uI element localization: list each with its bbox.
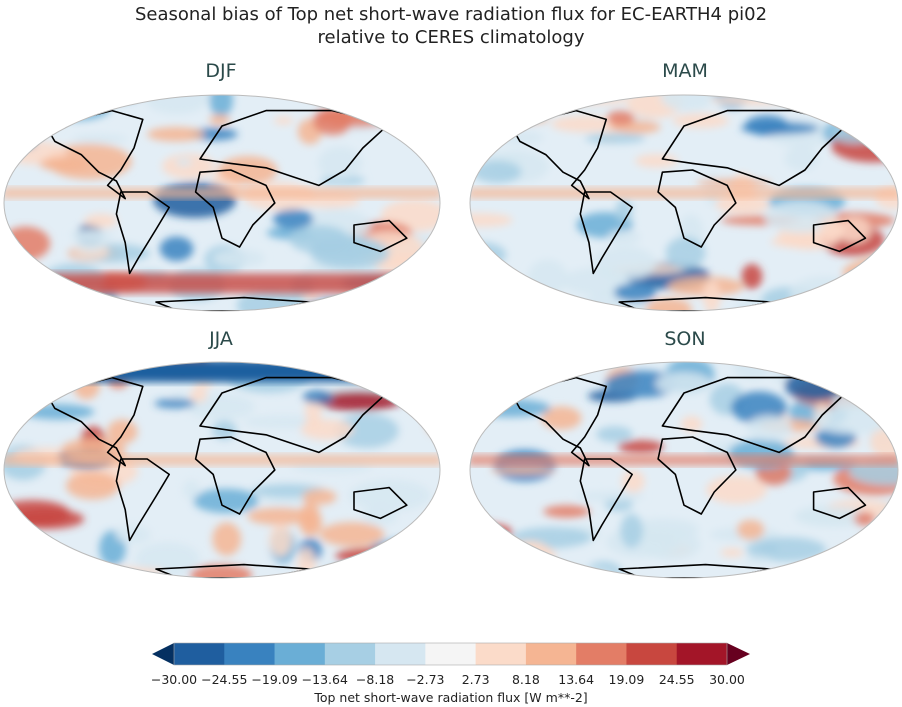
colorbar-bin [475, 643, 527, 665]
bias-field [4, 362, 440, 578]
map-mam [469, 94, 899, 312]
colorbar-tick-label: 13.64 [558, 672, 595, 687]
figure-title-line1: Seasonal bias of Top net short-wave radi… [134, 4, 768, 25]
colorbar-bin [274, 643, 326, 665]
figure-title-line2: relative to CERES climatology [317, 27, 585, 48]
coastlines [510, 109, 867, 311]
colorbar [152, 642, 750, 666]
map-boundary [3, 361, 441, 579]
colorbar-bin [224, 643, 276, 665]
colorbar-bin [324, 643, 376, 665]
coastlines [45, 376, 408, 578]
bias-field [4, 95, 440, 311]
map-boundary [469, 94, 899, 312]
map-boundary [3, 94, 441, 312]
colorbar-tick-label: −8.18 [355, 672, 395, 687]
colorbar-tick-label: 24.55 [658, 672, 695, 687]
panel-title-djf: DJF [205, 60, 237, 82]
colorbar-tick-label: 2.73 [461, 672, 490, 687]
map-boundary [469, 361, 899, 579]
colorbar-bin [425, 643, 477, 665]
bias-field [470, 362, 898, 578]
panel-title-mam: MAM [662, 60, 708, 82]
map-jja [3, 361, 441, 579]
colorbar-tick-label: −30.00 [150, 672, 198, 687]
colorbar-extend-high [727, 643, 750, 665]
colorbar-bin [375, 643, 426, 665]
colorbar-tick-label: 30.00 [709, 672, 745, 687]
map-djf [3, 94, 441, 312]
bias-field [470, 95, 898, 311]
panel-title-son: SON [664, 328, 706, 350]
map-son [469, 361, 899, 579]
colorbar-tick-label: 8.18 [511, 672, 540, 687]
colorbar-label: Top net short-wave radiation flux [W m**… [314, 690, 588, 705]
panel-title-jja: JJA [209, 328, 233, 350]
colorbar-bin [576, 643, 627, 665]
colorbar-bin [525, 643, 577, 665]
colorbar-extend-low [152, 643, 174, 665]
colorbar-tick-label: −24.55 [201, 672, 248, 687]
colorbar-tick-label: −13.64 [301, 672, 348, 687]
colorbar-bin [626, 643, 678, 665]
colorbar-tick-label: −19.09 [251, 672, 298, 687]
colorbar-tick-label: 19.09 [608, 672, 645, 687]
colorbar-tick-label: −2.73 [406, 672, 445, 687]
colorbar-bin [174, 643, 225, 665]
colorbar-bin [676, 643, 728, 665]
